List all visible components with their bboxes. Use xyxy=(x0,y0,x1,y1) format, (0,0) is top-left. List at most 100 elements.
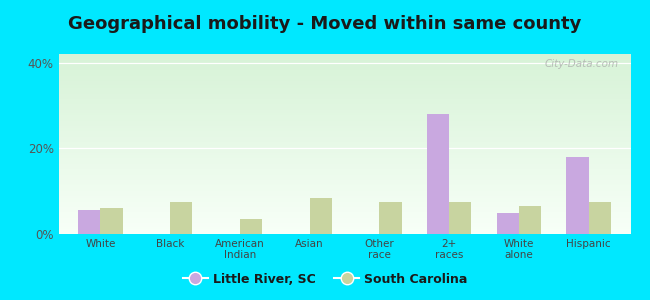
Bar xyxy=(58,169,630,171)
Bar xyxy=(58,139,630,140)
Bar xyxy=(58,117,630,119)
Bar xyxy=(58,148,630,149)
Bar xyxy=(58,176,630,178)
Bar xyxy=(58,232,630,234)
Bar xyxy=(78,210,100,234)
Bar xyxy=(58,209,630,211)
Bar xyxy=(58,72,630,74)
Bar xyxy=(58,196,630,198)
Bar xyxy=(380,202,402,234)
Bar xyxy=(58,101,630,103)
Bar xyxy=(58,220,630,221)
Bar xyxy=(58,115,630,117)
Bar xyxy=(58,221,630,223)
Bar xyxy=(58,211,630,212)
Bar xyxy=(58,108,630,110)
Legend: Little River, SC, South Carolina: Little River, SC, South Carolina xyxy=(177,268,473,291)
Bar xyxy=(58,86,630,88)
Bar xyxy=(58,218,630,220)
Bar xyxy=(58,122,630,124)
Bar xyxy=(58,223,630,225)
Bar xyxy=(58,90,630,92)
Bar xyxy=(58,229,630,230)
Bar xyxy=(58,185,630,187)
Bar xyxy=(58,194,630,196)
Bar xyxy=(58,167,630,169)
Bar xyxy=(58,61,630,63)
Bar xyxy=(58,104,630,106)
Bar xyxy=(58,76,630,77)
Bar xyxy=(58,56,630,58)
Bar xyxy=(58,137,630,139)
Bar xyxy=(240,219,262,234)
Bar xyxy=(58,187,630,189)
Bar xyxy=(58,212,630,214)
Bar xyxy=(58,54,630,56)
Bar xyxy=(58,193,630,194)
Bar xyxy=(58,67,630,68)
Bar xyxy=(58,155,630,157)
Bar xyxy=(58,81,630,83)
Bar xyxy=(58,79,630,81)
Bar xyxy=(58,178,630,180)
Bar xyxy=(58,99,630,101)
Bar xyxy=(427,114,449,234)
Bar xyxy=(58,173,630,175)
Bar xyxy=(58,133,630,135)
Bar xyxy=(58,160,630,162)
Bar xyxy=(58,113,630,115)
Bar xyxy=(58,103,630,104)
Bar xyxy=(58,198,630,200)
Bar xyxy=(58,230,630,232)
Bar xyxy=(58,191,630,193)
Bar xyxy=(449,202,471,234)
Bar xyxy=(58,131,630,133)
Bar xyxy=(58,112,630,113)
Bar xyxy=(58,119,630,121)
Bar xyxy=(589,202,611,234)
Bar xyxy=(58,151,630,153)
Bar xyxy=(58,59,630,61)
Bar xyxy=(58,77,630,79)
Bar xyxy=(58,130,630,131)
Bar xyxy=(58,128,630,130)
Bar xyxy=(58,85,630,86)
Bar xyxy=(58,214,630,216)
Bar xyxy=(58,162,630,164)
Bar xyxy=(58,135,630,137)
Bar xyxy=(566,157,589,234)
Bar xyxy=(58,164,630,166)
Bar xyxy=(58,58,630,59)
Bar xyxy=(58,94,630,95)
Bar xyxy=(58,121,630,122)
Bar xyxy=(58,106,630,108)
Bar xyxy=(58,205,630,207)
Bar xyxy=(58,158,630,160)
Bar xyxy=(58,153,630,155)
Bar xyxy=(58,171,630,173)
Bar xyxy=(519,206,541,234)
Bar xyxy=(58,110,630,112)
Bar xyxy=(58,207,630,209)
Bar xyxy=(58,184,630,185)
Bar xyxy=(58,70,630,72)
Bar xyxy=(58,200,630,202)
Bar xyxy=(58,74,630,76)
Bar xyxy=(58,180,630,182)
Bar xyxy=(58,126,630,128)
Bar xyxy=(58,63,630,65)
Bar xyxy=(58,203,630,205)
Bar xyxy=(58,146,630,148)
Bar xyxy=(58,157,630,158)
Bar xyxy=(58,182,630,184)
Text: City-Data.com: City-Data.com xyxy=(545,59,619,69)
Text: Geographical mobility - Moved within same county: Geographical mobility - Moved within sam… xyxy=(68,15,582,33)
Bar xyxy=(58,227,630,229)
Bar xyxy=(58,216,630,218)
Bar xyxy=(58,144,630,146)
Bar xyxy=(100,208,123,234)
Bar xyxy=(309,198,332,234)
Bar xyxy=(58,95,630,97)
Bar xyxy=(58,140,630,142)
Bar xyxy=(58,83,630,85)
